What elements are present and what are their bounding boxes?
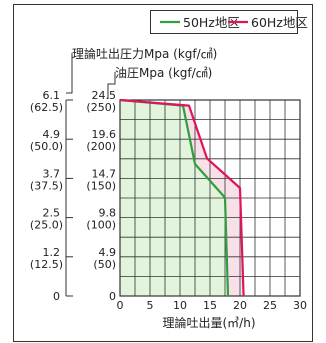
- y-axis-title-inner: 油圧Mpa (kgf/㎠): [115, 66, 212, 80]
- outer-frame: [13, 4, 313, 342]
- x-tick-label: 25: [263, 299, 277, 312]
- y-tick-label-outer-mpa: 4.9: [43, 128, 61, 141]
- y-tick-label-inner-mpa: 4.9: [99, 246, 117, 259]
- y-tick-label-outer-kgf: (12.5): [30, 258, 63, 271]
- series-line-60hz: [119, 98, 245, 297]
- axis-ticks: 0 5 10 15 20 25 306.1(62.5)24.5(250)4.9(50.0)1…: [30, 89, 307, 312]
- y-tick-label-outer-mpa: 6.1: [43, 89, 61, 102]
- y-tick-label-inner-mpa: 24.5: [92, 89, 117, 102]
- plot-grid: [119, 99, 301, 297]
- x-tick-label: 0: [117, 299, 124, 312]
- y-tick-label-inner-mpa: 0: [109, 290, 116, 303]
- legend-box: [150, 10, 298, 34]
- y-tick-label-outer-kgf: (37.5): [30, 179, 63, 192]
- y-tick-label-outer-mpa: 0: [53, 290, 60, 303]
- legend-label-60hz: 60Hz地区: [251, 15, 308, 30]
- x-tick-label: 20: [233, 299, 247, 312]
- y-tick-label-outer-kgf: (50.0): [30, 140, 63, 153]
- y-tick-label-inner-kgf: (250): [86, 101, 116, 114]
- y-tick-label-outer-mpa: 3.7: [43, 167, 61, 180]
- y-tick-label-inner-kgf: (200): [86, 140, 116, 153]
- x-tick-label: 5: [147, 299, 154, 312]
- x-tick-label: 10: [173, 299, 187, 312]
- plot-border: [119, 99, 301, 297]
- y-tick-label-inner-mpa: 14.7: [92, 167, 117, 180]
- y-tick-label-inner-mpa: 9.8: [99, 207, 117, 220]
- y-tick-label-outer-kgf: (25.0): [30, 219, 63, 232]
- y-axis-title-inner-bracket: [107, 72, 116, 99]
- x-tick-label: 30: [293, 299, 307, 312]
- plot-series: [119, 98, 245, 297]
- y-axis-title-outer: 理論吐出圧力Mpa (kgf/㎠): [72, 46, 217, 61]
- y-tick-label-outer-mpa: 1.2: [43, 246, 61, 259]
- legend-label-50hz: 50Hz地区: [183, 15, 240, 30]
- y-tick-label-inner-mpa: 19.6: [92, 128, 117, 141]
- y-tick-label-outer-mpa: 2.5: [43, 207, 61, 220]
- y-axis-title-outer-bracket: [66, 53, 73, 94]
- x-tick-label: 15: [203, 299, 217, 312]
- y-tick-label-outer-kgf: (62.5): [30, 101, 63, 114]
- y-tick-label-inner-kgf: (100): [86, 219, 116, 232]
- y-tick-label-inner-kgf: (50): [93, 258, 116, 271]
- y-tick-label-inner-kgf: (150): [86, 179, 116, 192]
- x-axis-title: 理論吐出量(㎥/h): [162, 315, 255, 330]
- legend: 50Hz地区 60Hz地区: [160, 15, 308, 30]
